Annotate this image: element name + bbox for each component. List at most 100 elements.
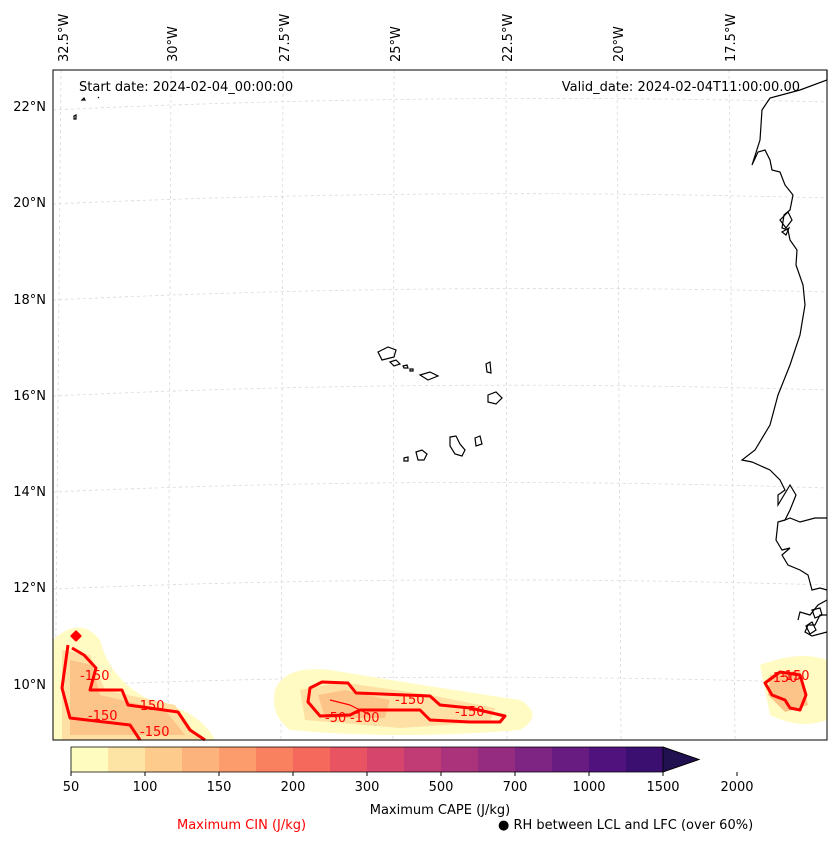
latitude-labels: 22°N 20°N 18°N 16°N 14°N 12°N 10°N <box>13 100 46 693</box>
gridline-17-5w <box>728 69 736 741</box>
rh-legend-label: RH between LCL and LFC (over 60%) <box>513 818 754 833</box>
map-background <box>53 70 827 740</box>
map-frame <box>52 69 828 741</box>
colorbar-swatch <box>404 747 442 772</box>
island-sao-nicolau <box>418 371 440 381</box>
lat-label: 16°N <box>13 389 46 404</box>
colorbar-tick-label: 100 <box>133 780 158 795</box>
lon-label: 17.5°W <box>724 14 739 62</box>
island-maio <box>474 435 483 447</box>
lon-label: 30°W <box>166 26 181 62</box>
lon-label: 32.5°W <box>57 14 72 62</box>
cin-label: -150 <box>88 709 118 724</box>
cin-label: -150 <box>140 725 170 740</box>
gridline-27-5w <box>280 69 284 741</box>
cin-contour-west-dot <box>70 630 82 642</box>
colorbar-tick-label: 200 <box>281 780 306 795</box>
africa-coastline <box>740 70 828 523</box>
colorbar-swatch <box>330 747 368 772</box>
cin-label: -150 <box>780 669 810 684</box>
colorbar-swatch <box>108 747 146 772</box>
gridline-22n <box>52 98 828 111</box>
island-brava <box>403 456 409 462</box>
valid-date: Valid_date: 2024-02-04T11:00:00.00 <box>562 80 800 95</box>
colorbar-swatch <box>626 747 664 772</box>
cin-label: -150 <box>455 705 485 720</box>
colorbar-tick-label: 50 <box>63 780 80 795</box>
colorbar: 50 100 150 200 300 500 700 1000 1500 2000 Maximum… <box>63 746 754 818</box>
cin-label: -150 <box>135 699 165 714</box>
colorbar-tick-label: 500 <box>429 780 454 795</box>
cin-legend: Maximum CIN (J/kg) <box>177 818 307 833</box>
gridline-16n <box>52 384 828 397</box>
cin-label: -150 <box>80 669 110 684</box>
colorbar-swatch <box>145 747 183 772</box>
gridline-12n <box>52 579 828 590</box>
gridline-32-5w <box>54 69 62 741</box>
colorbar-label: Maximum CAPE (J/kg) <box>370 803 510 818</box>
colorbar-swatch <box>515 747 553 772</box>
cin-contour-central-weak <box>329 699 371 716</box>
lon-label: 22.5°W <box>501 14 516 62</box>
gridline-18n <box>52 288 828 301</box>
lon-label: 27.5°W <box>278 14 293 62</box>
coastlines <box>73 70 828 637</box>
coastal-islands <box>779 210 793 236</box>
island-fogo <box>415 449 428 461</box>
cin-contour-west <box>60 644 206 742</box>
lat-label: 12°N <box>13 581 46 596</box>
azores-fragments <box>73 96 100 120</box>
start-date: Start date: 2024-02-04_00:00:00 <box>79 80 293 95</box>
colorbar-tick-label: 1000 <box>572 780 605 795</box>
island-sal <box>485 361 492 374</box>
island-boa-vista <box>487 391 503 405</box>
cape-area-east-core <box>768 670 808 712</box>
colorbar-swatch <box>478 747 516 772</box>
lon-label: 25°W <box>389 26 404 62</box>
lat-label: 20°N <box>13 196 46 211</box>
colorbar-tick-label: 2000 <box>720 780 753 795</box>
longitude-labels: 32.5°W 30°W 27.5°W 25°W 22.5°W 20°W 17.5… <box>57 14 739 62</box>
colorbar-swatch <box>589 747 627 772</box>
gridline-30w <box>167 69 172 741</box>
cin-contour-central <box>306 680 507 724</box>
colorbar-ticks: 50 100 150 200 300 500 700 1000 1500 2000 <box>63 772 754 795</box>
gridline-10n <box>52 676 828 687</box>
colorbar-swatch <box>182 747 220 772</box>
rh-legend: ● RH between LCL and LFC (over 60%) <box>498 818 753 833</box>
colorbar-swatches <box>71 747 664 772</box>
bijagos-islands <box>805 607 823 635</box>
colorbar-tick-label: 1500 <box>646 780 679 795</box>
colorbar-tick-label: 300 <box>355 780 380 795</box>
colorbar-tick-label: 700 <box>503 780 528 795</box>
colorbar-outline <box>70 746 701 773</box>
lat-label: 22°N <box>13 100 46 115</box>
colorbar-swatch <box>71 747 109 772</box>
colorbar-swatch <box>441 747 479 772</box>
lon-label: 20°W <box>612 26 627 62</box>
gridline-25w <box>392 69 395 741</box>
island-sao-vicente <box>388 359 402 367</box>
cin-label: -50 <box>325 711 346 726</box>
colorbar-swatch <box>552 747 590 772</box>
colorbar-tick-label: 150 <box>207 780 232 795</box>
gridline-14n <box>52 481 828 493</box>
lat-label: 18°N <box>13 293 46 308</box>
colorbar-swatch <box>256 747 294 772</box>
cin-label: -150 <box>395 693 425 708</box>
colorbar-swatch <box>219 747 257 772</box>
colorbar-extend-arrow <box>662 746 701 773</box>
lat-label: 10°N <box>13 678 46 693</box>
gridline-20n <box>52 193 828 205</box>
graticule <box>52 69 828 741</box>
island-santo-antao <box>377 346 397 361</box>
cin-label: -100 <box>350 711 380 726</box>
gridline-22-5w <box>505 69 508 741</box>
rh-marker-icon: ● <box>498 818 510 833</box>
cin-label: -150 <box>768 671 798 686</box>
colorbar-swatch <box>367 747 405 772</box>
cin-labels: -150 -150 -150 -150 -150 -50 -100 -150 -… <box>80 669 810 740</box>
cape-area-west-core <box>70 660 185 735</box>
cin-contour-east <box>763 670 808 712</box>
